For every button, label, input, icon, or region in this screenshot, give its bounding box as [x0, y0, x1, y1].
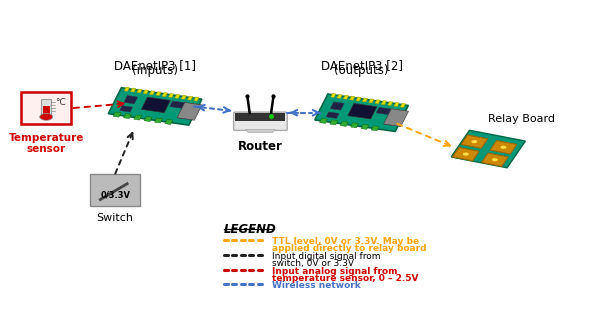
- Polygon shape: [90, 174, 140, 206]
- Polygon shape: [108, 88, 202, 125]
- Polygon shape: [356, 97, 361, 101]
- Text: Wireless network: Wireless network: [272, 281, 361, 290]
- Polygon shape: [181, 95, 186, 99]
- Polygon shape: [375, 100, 380, 104]
- Polygon shape: [142, 97, 171, 113]
- Text: Input analog signal from: Input analog signal from: [272, 267, 398, 276]
- Circle shape: [40, 113, 53, 120]
- Polygon shape: [124, 87, 129, 91]
- Circle shape: [492, 158, 498, 161]
- Polygon shape: [343, 95, 348, 99]
- Polygon shape: [143, 90, 148, 94]
- Polygon shape: [131, 88, 136, 92]
- Polygon shape: [451, 130, 525, 168]
- Text: 0/3.3V: 0/3.3V: [100, 190, 130, 199]
- Polygon shape: [21, 92, 71, 124]
- Polygon shape: [388, 101, 393, 106]
- Polygon shape: [165, 120, 173, 125]
- Polygon shape: [326, 112, 339, 118]
- Polygon shape: [350, 96, 355, 100]
- Polygon shape: [348, 103, 377, 119]
- Text: switch, 0V or 3.3V: switch, 0V or 3.3V: [272, 259, 355, 268]
- Polygon shape: [137, 89, 142, 93]
- Text: Relay Board: Relay Board: [488, 114, 555, 124]
- Text: (outputs): (outputs): [335, 64, 389, 77]
- Polygon shape: [178, 109, 192, 119]
- Polygon shape: [461, 135, 488, 148]
- Polygon shape: [482, 153, 508, 166]
- Polygon shape: [331, 94, 336, 98]
- Circle shape: [463, 152, 469, 156]
- Polygon shape: [340, 121, 348, 126]
- Polygon shape: [177, 102, 202, 120]
- Polygon shape: [315, 94, 408, 132]
- Polygon shape: [188, 96, 193, 100]
- Polygon shape: [246, 129, 275, 133]
- Polygon shape: [194, 97, 199, 101]
- Polygon shape: [134, 115, 142, 120]
- Polygon shape: [490, 140, 517, 154]
- Text: Temperature
sensor: Temperature sensor: [8, 133, 84, 154]
- Polygon shape: [144, 116, 152, 121]
- Polygon shape: [362, 98, 368, 102]
- Polygon shape: [120, 106, 132, 112]
- Polygon shape: [42, 107, 50, 115]
- Polygon shape: [361, 124, 369, 129]
- Polygon shape: [376, 107, 391, 115]
- Polygon shape: [381, 100, 387, 105]
- Polygon shape: [330, 102, 344, 110]
- Polygon shape: [371, 126, 379, 131]
- Polygon shape: [41, 99, 51, 116]
- Circle shape: [471, 140, 477, 143]
- FancyBboxPatch shape: [234, 112, 287, 130]
- Polygon shape: [453, 147, 479, 161]
- Polygon shape: [168, 94, 174, 98]
- Polygon shape: [368, 99, 374, 103]
- Text: (inputs): (inputs): [132, 64, 178, 77]
- Polygon shape: [400, 103, 405, 107]
- Text: Switch: Switch: [97, 213, 134, 223]
- Polygon shape: [394, 102, 399, 107]
- Polygon shape: [170, 101, 185, 108]
- Polygon shape: [154, 118, 162, 123]
- Text: TTL level, 0V or 3.3V. May be: TTL level, 0V or 3.3V. May be: [272, 237, 419, 246]
- Text: DAEnetIP3 [2]: DAEnetIP3 [2]: [321, 59, 402, 72]
- Polygon shape: [175, 94, 180, 99]
- Text: temperature sensor, 0 – 2.5V: temperature sensor, 0 – 2.5V: [272, 274, 419, 283]
- Text: °C: °C: [55, 98, 66, 107]
- Polygon shape: [123, 113, 131, 119]
- Text: Input digital signal from: Input digital signal from: [272, 252, 381, 261]
- Polygon shape: [351, 123, 359, 128]
- Polygon shape: [113, 112, 121, 117]
- Polygon shape: [384, 109, 408, 126]
- Polygon shape: [330, 120, 338, 125]
- Polygon shape: [235, 113, 286, 121]
- Polygon shape: [337, 94, 342, 99]
- Polygon shape: [124, 96, 137, 104]
- Text: applied directly to relay board: applied directly to relay board: [272, 244, 427, 253]
- Polygon shape: [319, 118, 327, 123]
- Text: Router: Router: [238, 140, 283, 153]
- Text: LEGEND: LEGEND: [223, 223, 276, 236]
- Polygon shape: [385, 115, 399, 126]
- Polygon shape: [162, 93, 168, 97]
- Circle shape: [500, 146, 506, 149]
- Polygon shape: [149, 91, 155, 95]
- Text: DAEnetIP3 [1]: DAEnetIP3 [1]: [114, 59, 196, 72]
- Polygon shape: [156, 92, 161, 96]
